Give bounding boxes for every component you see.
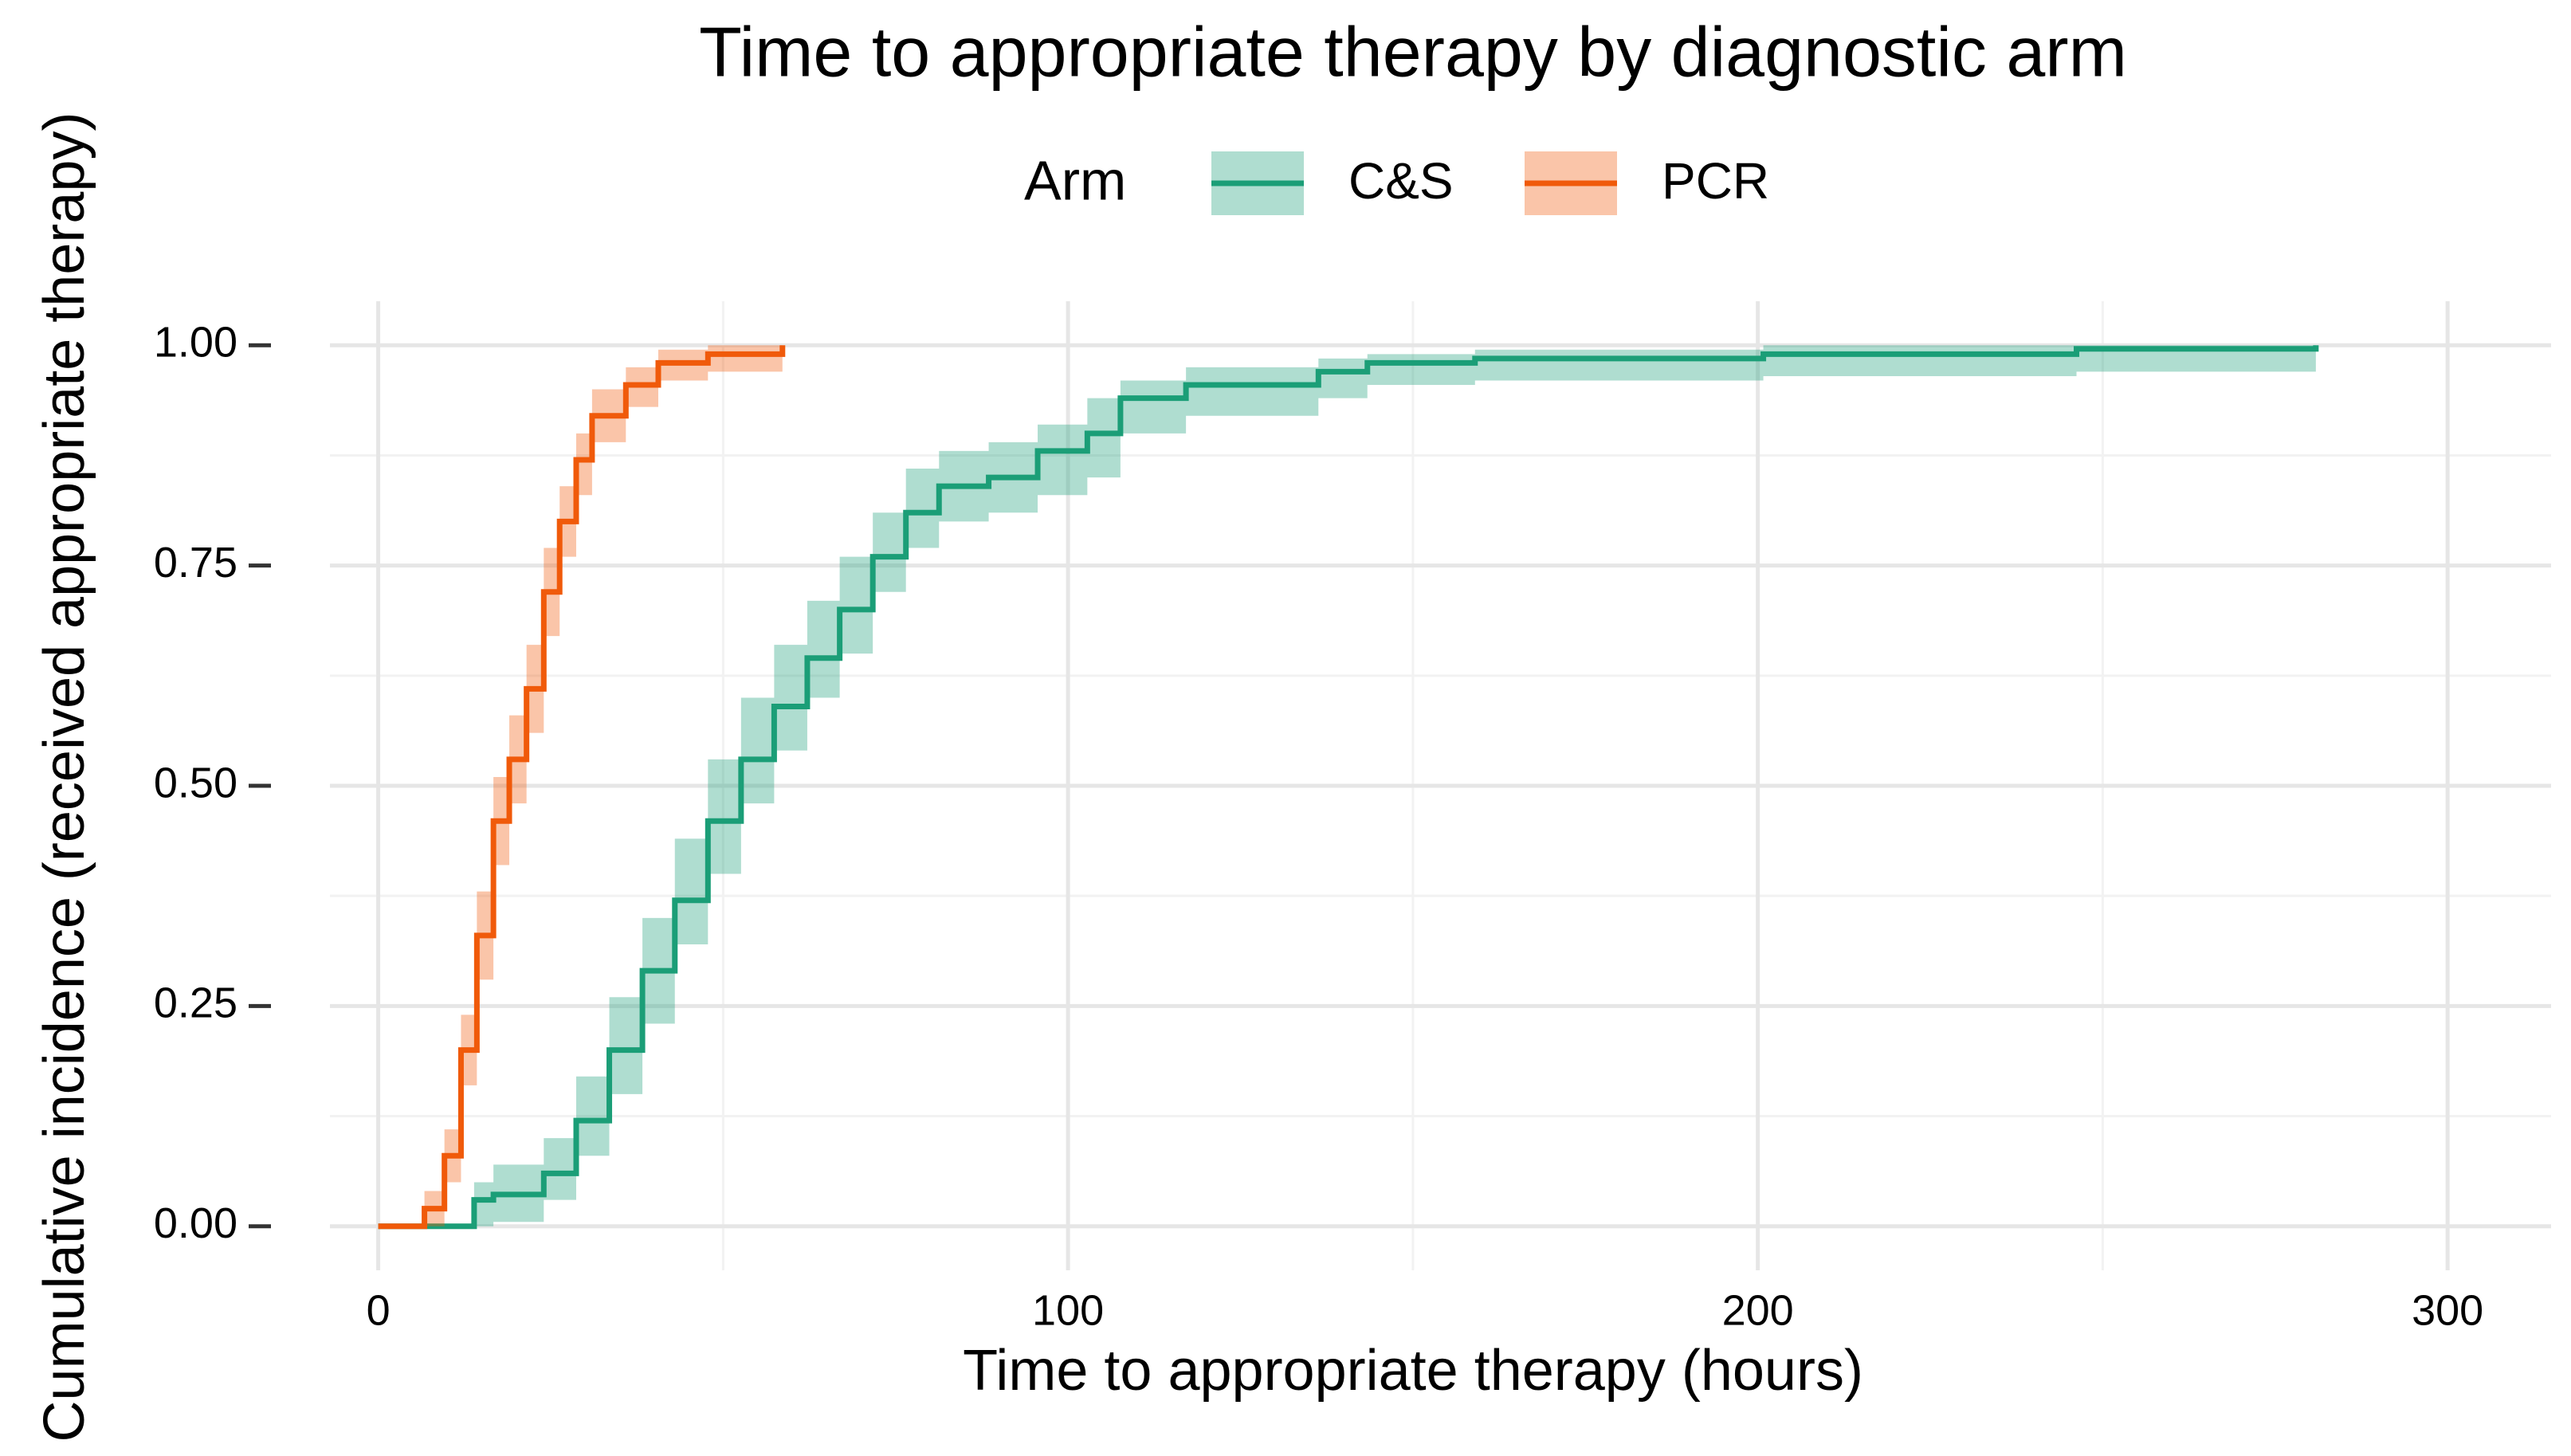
y-tick-label: 0.50 (154, 759, 237, 806)
confidence-band (378, 345, 2316, 1226)
y-tick-label: 1.00 (154, 319, 237, 367)
y-tick-label: 0.75 (154, 539, 237, 587)
legend: C&S PCR (1211, 151, 1769, 215)
legend-label: C&S (1348, 152, 1454, 210)
step-line (378, 345, 2319, 1230)
y-axis-title: Cumulative incidence (received appropria… (33, 112, 96, 1442)
legend-title: Arm (1024, 149, 1126, 211)
y-tick-label: 0.25 (154, 979, 237, 1027)
chart-title: Time to appropriate therapy by diagnosti… (699, 12, 2127, 91)
x-axis-title: Time to appropriate therapy (hours) (963, 1339, 1863, 1403)
x-tick-label: 0 (367, 1286, 391, 1334)
legend-label: PCR (1662, 152, 1769, 210)
x-tick-label: 200 (1722, 1286, 1794, 1334)
plot-area (378, 345, 2319, 1230)
grid: 0 100 200 300 0.00 0.25 0.50 0.75 1.00 (154, 301, 2551, 1334)
y-tick-label: 0.00 (154, 1199, 237, 1247)
x-tick-label: 300 (2412, 1286, 2483, 1334)
x-tick-label: 100 (1032, 1286, 1104, 1334)
step-line (378, 345, 786, 1230)
